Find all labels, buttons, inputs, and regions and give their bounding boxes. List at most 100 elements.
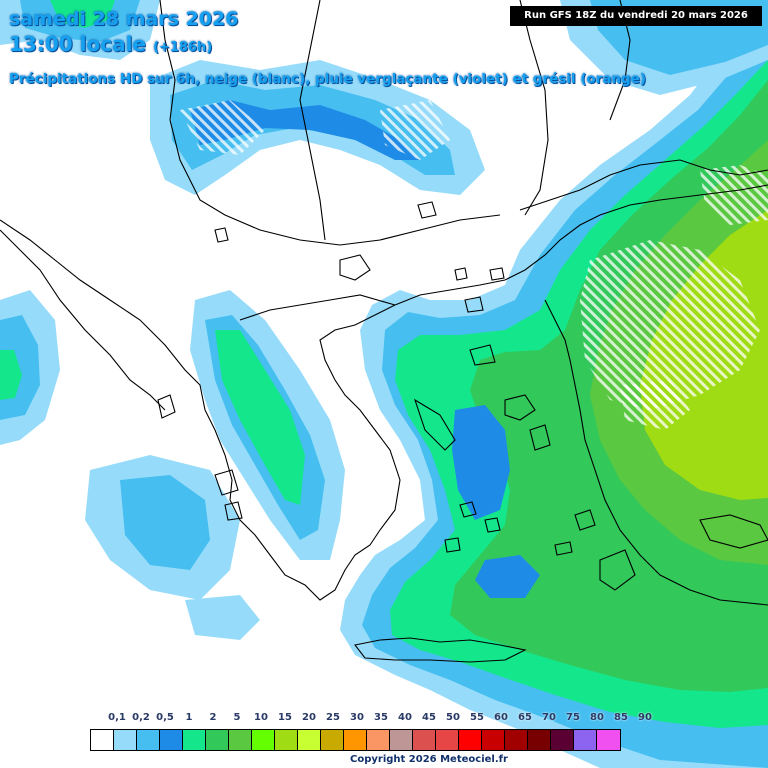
legend-label: 50 [446, 712, 460, 723]
legend-label: 0,5 [156, 712, 174, 723]
legend-label: 90 [638, 712, 652, 723]
legend-label: 85 [614, 712, 628, 723]
lake-2 [339, 254, 371, 281]
precip-ionian-cells-light [120, 475, 210, 570]
legend-label: 40 [398, 712, 412, 723]
forecast-time-label: 13:00 locale [9, 32, 146, 56]
island-kefalonia [214, 469, 239, 496]
legend-label: 20 [302, 712, 316, 723]
coastlines [0, 0, 768, 663]
island-cyclades-2 [484, 517, 501, 533]
legend-swatch [344, 730, 367, 750]
legend-swatch [574, 730, 597, 750]
snow-zone-anatolia-south [620, 380, 690, 430]
lake-3 [417, 201, 437, 219]
precip-aegean-cell [452, 405, 510, 520]
legend-swatch [160, 730, 183, 750]
island-samothrace [489, 267, 505, 281]
legend-label: 55 [470, 712, 484, 723]
island-cyclades-1 [459, 501, 477, 518]
legend-label: 25 [326, 712, 340, 723]
legend-label: 1 [185, 712, 193, 723]
island-zakynthos [224, 501, 243, 521]
coastline-greece-east [319, 304, 401, 531]
snow-hatching [180, 0, 768, 430]
legend-swatch [183, 730, 206, 750]
coastline-greece-west [229, 499, 381, 601]
precip-far-west-core [0, 350, 22, 400]
lake-1 [214, 227, 229, 243]
map-subtitle: Précipitations HD sur 6h, neige (blanc),… [9, 71, 647, 87]
legend-swatch [298, 730, 321, 750]
legend-swatch [321, 730, 344, 750]
legend-swatch [528, 730, 551, 750]
legend-label: 75 [566, 712, 580, 723]
precip-aegean-cell-south [475, 555, 540, 598]
border-north-3 [519, 0, 549, 216]
legend-swatch [436, 730, 459, 750]
legend-swatch [390, 730, 413, 750]
island-euboea [414, 398, 456, 451]
legend-label: 30 [350, 712, 364, 723]
legend-label: 60 [494, 712, 508, 723]
precip-north-west-core [50, 0, 115, 28]
legend-swatch [229, 730, 252, 750]
forecast-lead-time: (+186h) [152, 40, 213, 55]
legend-swatch [482, 730, 505, 750]
legend-swatch [137, 730, 160, 750]
island-cyclades-3 [444, 537, 461, 553]
border-greece-north [239, 294, 396, 321]
snow-zone-carpathians [380, 100, 450, 160]
island-limnos [469, 344, 496, 366]
forecast-time: 13:00 locale (+186h) [9, 32, 212, 56]
cyprus-edge [699, 514, 768, 549]
island-chios [529, 424, 551, 451]
border-north-2 [299, 0, 326, 241]
legend-label: 45 [422, 712, 436, 723]
coastline-thrace [394, 184, 768, 306]
island-corfu [157, 394, 176, 419]
coastline-adriatic-east [0, 219, 233, 501]
border-north-1 [159, 0, 501, 246]
legend-label: 0,2 [132, 712, 150, 723]
legend-label: 2 [209, 712, 217, 723]
legend-labels: 0,1 0,2 0,5 1 2 5 10 15 20 25 30 35 40 45 50 55 60 65 70 75… [90, 712, 666, 726]
run-info-box: Run GFS 18Z du vendredi 20 mars 2026 [510, 6, 762, 26]
forecast-date: samedi 28 mars 2026 [9, 8, 239, 30]
island-kos [554, 541, 573, 556]
snow-zone-balkans [180, 100, 265, 155]
legend-swatch [252, 730, 275, 750]
legend-label: 70 [542, 712, 556, 723]
legend-swatch [459, 730, 482, 750]
snow-zone-anatolia [580, 240, 760, 410]
legend-swatch [91, 730, 114, 750]
legend-swatch [275, 730, 298, 750]
legend-label: 5 [233, 712, 241, 723]
legend-label: 10 [254, 712, 268, 723]
legend-swatch [551, 730, 574, 750]
legend-label: 15 [278, 712, 292, 723]
legend-label: 80 [590, 712, 604, 723]
snow-zone-north [230, 0, 320, 55]
legend-swatch [597, 730, 620, 750]
island-lesbos [504, 394, 536, 421]
legend-label: 0,1 [108, 712, 126, 723]
legend-swatch [206, 730, 229, 750]
island-rhodes [599, 549, 636, 591]
island-thasos [464, 296, 484, 313]
snow-zone-northeast [700, 165, 768, 225]
legend-color-bar [90, 729, 621, 751]
island-dodecanese [574, 509, 596, 531]
precip-south-cell [185, 595, 260, 640]
coastline-crete [354, 637, 527, 663]
copyright-text: Copyright 2026 Meteociel.fr [350, 754, 508, 765]
precip-west-band-green [215, 330, 305, 505]
legend-swatch [114, 730, 137, 750]
legend-label: 65 [518, 712, 532, 723]
legend-swatch [505, 730, 528, 750]
legend-swatch [413, 730, 436, 750]
coastline-anatolia-west [544, 299, 768, 606]
